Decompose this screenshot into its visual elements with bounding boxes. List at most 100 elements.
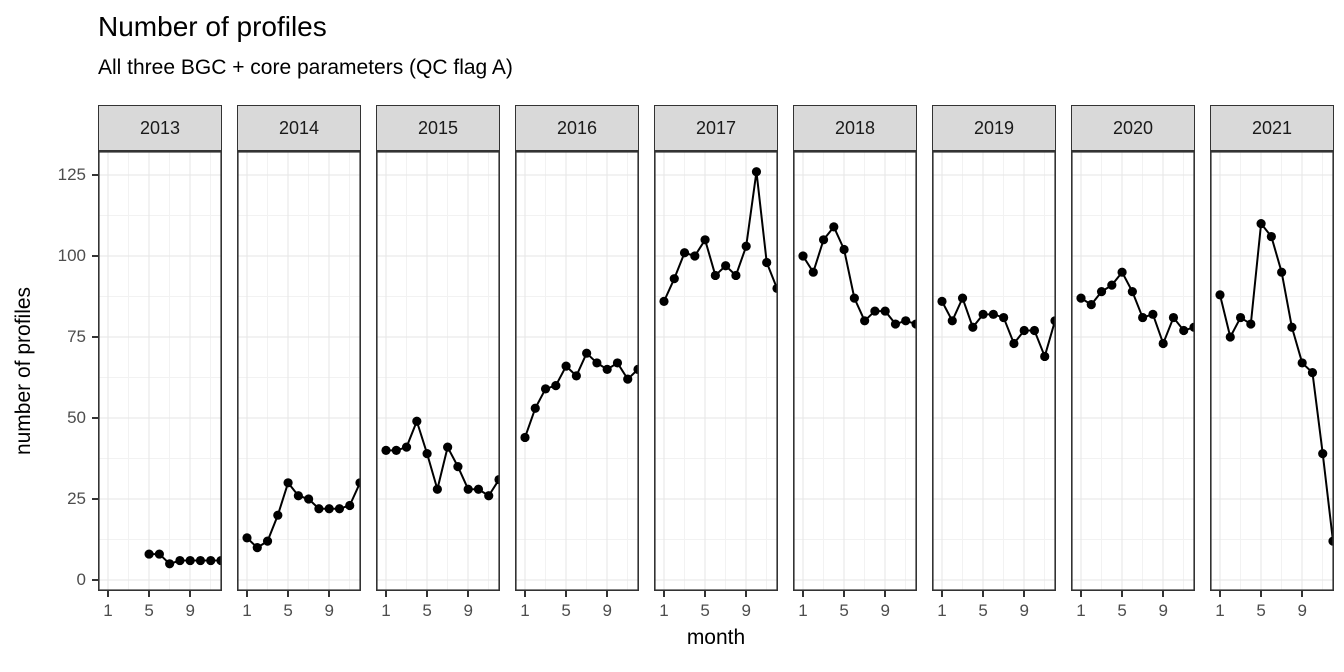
data-point [293,491,303,501]
data-point [206,555,216,566]
panel-plot [376,151,500,591]
x-axis-tick-label: 9 [1019,601,1029,620]
facet-panel-2013: 2013 1 5 9 [98,105,222,620]
data-point [849,293,859,303]
data-point [623,374,633,384]
x-axis-tick-label: 9 [185,601,195,620]
x-axis-tick-label: 5 [561,601,571,620]
panel-plot [237,151,361,591]
data-point [751,167,762,177]
data-point [334,504,345,514]
panel-plot [1071,151,1195,591]
x-axis-tick [426,591,428,597]
panel-border [654,151,778,591]
data-point [1138,312,1148,323]
data-point [1246,319,1256,329]
panel-border [1210,151,1334,591]
data-point [175,555,185,566]
x-axis-tick-label: 9 [741,601,751,620]
data-point [880,306,890,316]
x-axis-tick [606,591,608,597]
panel-plot [654,151,778,591]
x-axis-tick-label: 1 [381,601,391,620]
facet-panel-2015: 2015 1 5 9 [376,105,500,620]
panel-plot [98,151,222,591]
x-axis-tick [524,591,526,597]
data-point [999,312,1009,323]
data-point [1318,449,1328,459]
data-point [453,462,463,472]
chart-subtitle: All three BGC + core parameters (QC flag… [98,56,513,79]
y-axis-tick [92,336,98,338]
x-axis-tick [1121,591,1123,597]
x-axis-tick-label: 1 [798,601,808,620]
data-point [520,432,530,443]
data-point [1019,325,1029,336]
x-axis-tick [565,591,567,597]
facet-panel-2019: 2019 1 5 9 [932,105,1056,620]
y-axis-tick-label: 125 [57,165,86,184]
data-point [1235,312,1246,323]
panel-border [793,151,917,591]
data-point [1179,325,1189,336]
x-axis-tick [982,591,984,597]
x-axis-tick-label: 9 [880,601,890,620]
y-axis-tick [92,579,98,581]
x-axis-tick-label: 1 [520,601,530,620]
facet-strip: 2021 [1210,105,1334,151]
x-axis-tick [107,591,109,597]
x-axis-tick [1080,591,1082,597]
y-axis-tick [92,174,98,176]
panel-border [98,151,222,591]
data-point [1158,338,1168,349]
data-point [242,533,252,543]
data-point [165,559,175,569]
x-axis-tick [467,591,469,597]
panel-border [237,151,361,591]
x-axis-tick-label: 5 [839,601,849,620]
data-point [901,316,911,326]
x-axis-tick [802,591,804,597]
data-point [463,484,473,494]
x-axis-tick-label: 1 [1215,601,1225,620]
panel-plot [1210,151,1334,591]
facet-strip-label: 2019 [973,117,1015,138]
x-axis-tick [1219,591,1221,597]
data-point [401,442,412,452]
facet-panel-2021: 2021 1 5 9 [1210,105,1334,620]
x-axis-tick-label: 5 [283,601,293,620]
facet-strip: 2014 [237,105,361,151]
data-point [592,358,602,368]
data-point [1225,332,1235,342]
data-point [1148,309,1158,319]
y-axis-tick [92,417,98,419]
x-axis-tick [1260,591,1262,597]
facet-panel-2014: 2014 1 5 9 [237,105,361,620]
x-axis-title: month [686,626,746,649]
data-point [283,478,293,488]
data-point [582,348,592,358]
data-point [1107,280,1117,290]
x-axis-tick-label: 1 [242,601,252,620]
facet-strip: 2015 [376,105,500,151]
panel-plot [932,151,1056,591]
data-point [443,442,453,452]
x-axis-tick [843,591,845,597]
x-axis-tick-label: 5 [1256,601,1266,620]
y-axis-tick-label: 75 [67,327,86,346]
x-axis-tick-label: 9 [602,601,612,620]
x-axis-tick-label: 9 [463,601,473,620]
data-point [1277,267,1287,277]
data-point [890,319,901,329]
data-point [978,309,988,319]
data-point [1076,293,1086,303]
x-axis-tick-label: 5 [422,601,432,620]
x-axis-tick-label: 5 [144,601,154,620]
data-point [988,309,998,319]
y-axis-tick-label: 100 [57,246,86,265]
panel-border [515,151,639,591]
data-point [561,361,571,371]
x-axis-tick [704,591,706,597]
data-point [731,270,741,281]
